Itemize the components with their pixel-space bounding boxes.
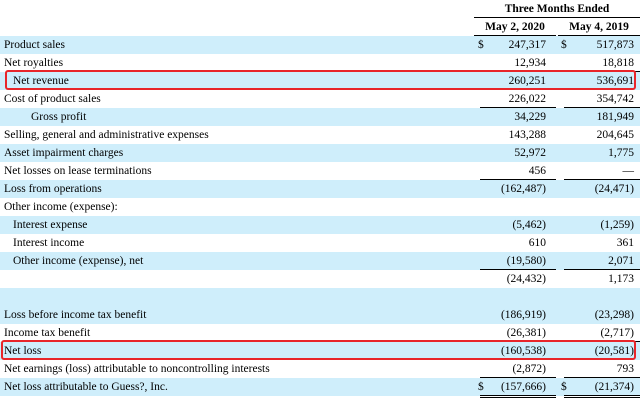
rule-cost-of-sales-2019 bbox=[564, 107, 640, 108]
row-label: Net loss attributable to Guess?, Inc. bbox=[4, 381, 168, 393]
value-2020: (19,580) bbox=[506, 255, 546, 267]
value-2019: (20,581) bbox=[594, 345, 634, 357]
rule-noncontrolling-2020 bbox=[480, 377, 556, 378]
header-underline-2019 bbox=[558, 35, 640, 36]
table-row-net-royalties: Net royalties 12,934 18,818 bbox=[0, 54, 640, 72]
value-2020: 12,934 bbox=[514, 57, 546, 69]
value-2020: 247,317 bbox=[508, 39, 546, 51]
row-label: Other income (expense): bbox=[4, 201, 118, 213]
value-2019: 1,775 bbox=[608, 147, 634, 159]
row-label: Asset impairment charges bbox=[4, 147, 124, 159]
row-label: Loss before income tax benefit bbox=[4, 309, 147, 321]
double-rule-net-loss-attributable-2019 bbox=[564, 395, 640, 398]
currency-symbol-2020: $ bbox=[478, 39, 484, 51]
header-col-2020: May 2, 2020 bbox=[485, 21, 545, 33]
value-2020: 226,022 bbox=[508, 93, 546, 105]
table-row-net-revenue: Net revenue 260,251 536,691 bbox=[0, 72, 640, 90]
row-label: Interest income bbox=[13, 237, 85, 249]
table-row-interest-expense: Interest expense (5,462) (1,259) bbox=[0, 216, 640, 234]
value-2019: — bbox=[622, 165, 635, 177]
currency-symbol-2020: $ bbox=[478, 381, 484, 393]
table-row-gross-profit: Gross profit 34,229 181,949 bbox=[0, 108, 640, 126]
value-2020: 610 bbox=[528, 237, 546, 249]
value-2019: (23,298) bbox=[594, 309, 634, 321]
table-row-income-tax-benefit: Income tax benefit (26,381) (2,717) bbox=[0, 324, 640, 342]
value-2019: 361 bbox=[616, 237, 634, 249]
row-label: Product sales bbox=[4, 39, 66, 51]
value-2019: (2,717) bbox=[600, 327, 634, 339]
table-row-other-income-heading: Other income (expense): bbox=[0, 198, 640, 216]
value-2019: (21,374) bbox=[594, 381, 634, 393]
table-row-other-income-net: Other income (expense), net (19,580) 2,071 bbox=[0, 252, 640, 270]
highlight-net-loss bbox=[1, 340, 636, 360]
header-col-2019: May 4, 2019 bbox=[569, 21, 629, 33]
value-2019: (24,471) bbox=[594, 183, 634, 195]
value-2020: (157,666) bbox=[500, 381, 546, 393]
value-2019: 354,742 bbox=[596, 93, 634, 105]
rule-noncontrolling-2019 bbox=[564, 377, 640, 378]
value-2020: (186,919) bbox=[500, 309, 546, 321]
table-row-loss-before-tax: Loss before income tax benefit (186,919) (… bbox=[0, 306, 640, 324]
value-2019: 517,873 bbox=[596, 39, 634, 51]
table-row-loss-from-operations: Loss from operations (162,487) (24,471) bbox=[0, 180, 640, 198]
value-2020: 34,229 bbox=[514, 111, 546, 123]
table-row-asset-impairment: Asset impairment charges 52,972 1,775 bbox=[0, 144, 640, 162]
highlight-net-revenue bbox=[5, 70, 636, 90]
rule-cost-of-sales-2020 bbox=[480, 107, 556, 108]
table-row-interest-income: Interest income 610 361 bbox=[0, 234, 640, 252]
value-2020: (160,538) bbox=[500, 345, 546, 357]
row-label: Net earnings (loss) attributable to nonc… bbox=[4, 363, 270, 375]
value-2019: 204,645 bbox=[596, 129, 634, 141]
row-label: Net revenue bbox=[13, 75, 69, 87]
row-label: Gross profit bbox=[31, 111, 87, 123]
header-period-title: Three Months Ended bbox=[504, 3, 610, 15]
table-row-noncontrolling-interests: Net earnings (loss) attributable to nonc… bbox=[0, 360, 640, 378]
currency-symbol-2019: $ bbox=[561, 39, 567, 51]
row-label: Income tax benefit bbox=[4, 327, 91, 339]
rule-lease-terminations-2020 bbox=[480, 179, 556, 180]
value-2020: 456 bbox=[528, 165, 546, 177]
row-label: Net losses on lease terminations bbox=[4, 165, 152, 177]
double-rule-net-loss-attributable-2020 bbox=[480, 395, 556, 398]
table-row-lease-terminations: Net losses on lease terminations 456 — bbox=[0, 162, 640, 180]
row-label: Other income (expense), net bbox=[13, 255, 144, 267]
rule-other-income-2019 bbox=[564, 269, 640, 270]
value-2020: 143,288 bbox=[508, 129, 546, 141]
row-label: Net royalties bbox=[4, 57, 64, 69]
table-row-cost-of-product-sales: Cost of product sales 226,022 354,742 bbox=[0, 90, 640, 108]
table-row-net-loss: Net loss (160,538) (20,581) bbox=[0, 342, 640, 360]
value-2020: (2,872) bbox=[512, 363, 546, 375]
value-2019: 2,071 bbox=[608, 255, 634, 267]
row-label: Net loss bbox=[4, 345, 42, 357]
table-row-spacer bbox=[0, 288, 640, 306]
header-underline-2020 bbox=[474, 35, 556, 36]
value-2020: (26,381) bbox=[506, 327, 546, 339]
header-rule bbox=[474, 17, 640, 18]
value-2019: 1,173 bbox=[608, 273, 634, 285]
value-2020: 52,972 bbox=[514, 147, 546, 159]
value-2019: 536,691 bbox=[596, 75, 634, 87]
rule-lease-terminations-2019 bbox=[564, 179, 640, 180]
table-row-product-sales: Product sales $247,317 $517,873 bbox=[0, 36, 640, 54]
value-2020: (162,487) bbox=[500, 183, 546, 195]
value-2019: (1,259) bbox=[600, 219, 634, 231]
table-row-sga-expenses: Selling, general and administrative expe… bbox=[0, 126, 640, 144]
row-label: Interest expense bbox=[13, 219, 88, 231]
row-label: Cost of product sales bbox=[4, 93, 101, 105]
row-label: Loss from operations bbox=[4, 183, 102, 195]
rule-other-income-2020 bbox=[480, 269, 556, 270]
value-2020: (24,432) bbox=[506, 273, 546, 285]
currency-symbol-2019: $ bbox=[561, 381, 567, 393]
value-2019: 18,818 bbox=[602, 57, 634, 69]
value-2019: 793 bbox=[616, 363, 634, 375]
table-row-net-loss-attributable: Net loss attributable to Guess?, Inc. $ (1… bbox=[0, 378, 640, 396]
value-2020: 260,251 bbox=[508, 75, 546, 87]
row-label: Selling, general and administrative expe… bbox=[4, 129, 209, 141]
table-row-other-income-subtotal: (24,432) 1,173 bbox=[0, 270, 640, 288]
value-2019: 181,949 bbox=[596, 111, 634, 123]
value-2020: (5,462) bbox=[512, 219, 546, 231]
